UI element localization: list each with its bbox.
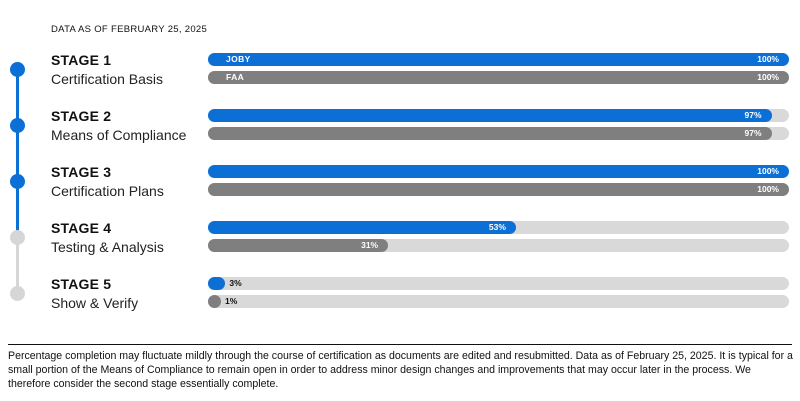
stage-1-status-dot	[10, 61, 25, 77]
stage-1-faa-bar	[208, 71, 789, 84]
stage-3-faa-bar	[208, 183, 789, 196]
stage-3-faa-value-label: 100%	[757, 184, 779, 194]
stage-3-faa-bar-track: 100%	[208, 183, 789, 196]
stage-1-joby-value-label: 100%	[757, 54, 779, 64]
stage-connector-line	[16, 181, 19, 237]
stage-4-title: STAGE 4	[51, 220, 112, 236]
series-label-joby: JOBY	[226, 54, 251, 64]
stage-2-faa-value-label: 97%	[744, 128, 762, 138]
stage-1-faa-value-label: 100%	[757, 72, 779, 82]
stage-2-joby-bar	[208, 109, 772, 122]
stage-4-status-dot	[10, 229, 25, 245]
stage-4-subtitle: Testing & Analysis	[51, 239, 164, 255]
stage-5-subtitle: Show & Verify	[51, 295, 139, 311]
stage-4-joby-value-label: 53%	[488, 222, 506, 232]
stage-4-faa-bar	[208, 239, 389, 252]
stage-connector-line	[16, 237, 19, 293]
stage-5-faa-bar-track: 1%	[208, 295, 789, 308]
footnote-divider	[8, 344, 792, 345]
stage-5-joby-bar	[208, 277, 226, 290]
series-label-faa: FAA	[226, 72, 245, 82]
stage-2-joby-value-label: 97%	[744, 110, 762, 120]
stage-5-joby-value-label: 3%	[229, 278, 242, 288]
stage-5-status-dot	[10, 285, 25, 301]
stage-4-faa-value-label: 31%	[361, 240, 379, 250]
stage-connector-line	[16, 125, 19, 181]
stage-3-joby-value-label: 100%	[757, 166, 779, 176]
stage-3-subtitle: Certification Plans	[51, 183, 164, 199]
stage-connector-line	[16, 69, 19, 125]
stage-4-faa-bar-track: 31%	[208, 239, 789, 252]
stage-3-title: STAGE 3	[51, 164, 112, 180]
stage-1-joby-bar	[208, 53, 789, 66]
stage-1-title: STAGE 1	[51, 52, 112, 68]
stage-5-title: STAGE 5	[51, 276, 112, 292]
stage-2-faa-bar-track: 97%	[208, 127, 789, 140]
stage-1-faa-bar-track: FAA 100%	[208, 71, 789, 84]
stage-3-joby-bar	[208, 165, 789, 178]
stage-5-faa-value-label: 1%	[225, 296, 238, 306]
stage-1-subtitle: Certification Basis	[51, 71, 164, 87]
stage-1-joby-bar-track: JOBY 100%	[208, 53, 789, 66]
stage-2-status-dot	[10, 117, 25, 133]
stage-5-faa-bar	[208, 295, 221, 308]
stage-2-faa-bar	[208, 127, 772, 140]
stage-2-subtitle: Means of Compliance	[51, 127, 187, 143]
footnote: Percentage completion may fluctuate mild…	[8, 350, 793, 390]
stage-5-joby-bar-track: 3%	[208, 277, 789, 290]
stage-4-joby-bar	[208, 221, 516, 234]
stage-3-joby-bar-track: 100%	[208, 165, 789, 178]
stage-2-joby-bar-track: 97%	[208, 109, 789, 122]
date-note: DATA AS OF FEBRUARY 25, 2025	[51, 24, 208, 35]
stage-3-status-dot	[10, 173, 25, 189]
stage-4-joby-bar-track: 53%	[208, 221, 789, 234]
stage-2-title: STAGE 2	[51, 108, 112, 124]
